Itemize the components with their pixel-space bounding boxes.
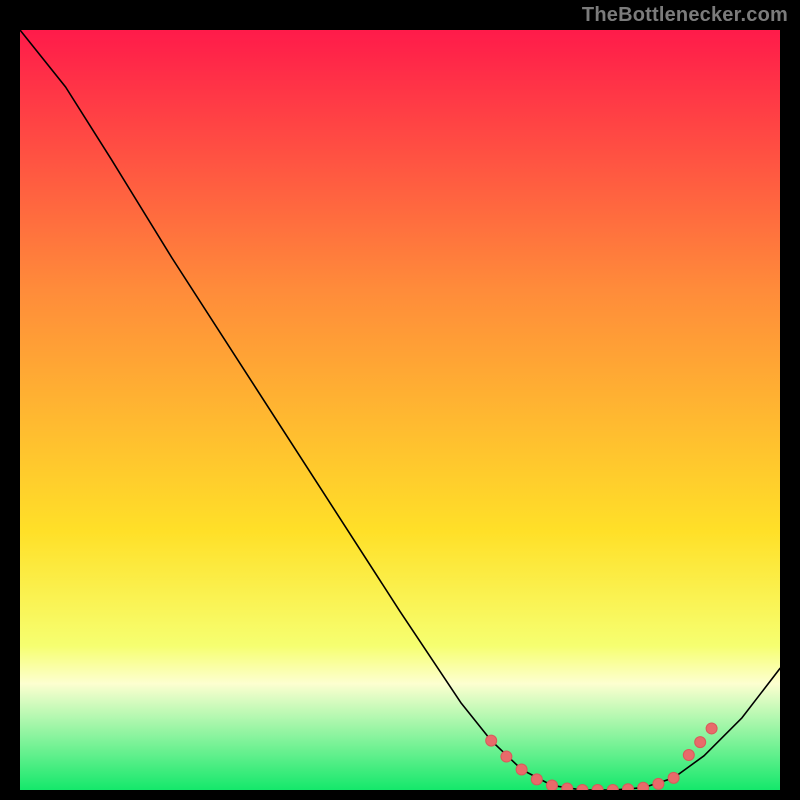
marker-dot [683,750,694,761]
marker-dot [695,737,706,748]
marker-dot [706,723,717,734]
background-rect [20,30,780,790]
marker-dot [653,778,664,789]
chart-svg [20,30,780,790]
marker-dot [668,772,679,783]
page-root: { "watermark": { "text": "TheBottlenecke… [0,0,800,800]
marker-dot [623,784,634,790]
marker-dot [547,780,558,790]
marker-dot [531,774,542,785]
marker-dot [516,764,527,775]
marker-dot [501,751,512,762]
watermark-text: TheBottlenecker.com [582,4,788,27]
plot-area [20,30,780,790]
marker-dot [486,735,497,746]
marker-dot [638,782,649,790]
marker-dot [562,783,573,790]
